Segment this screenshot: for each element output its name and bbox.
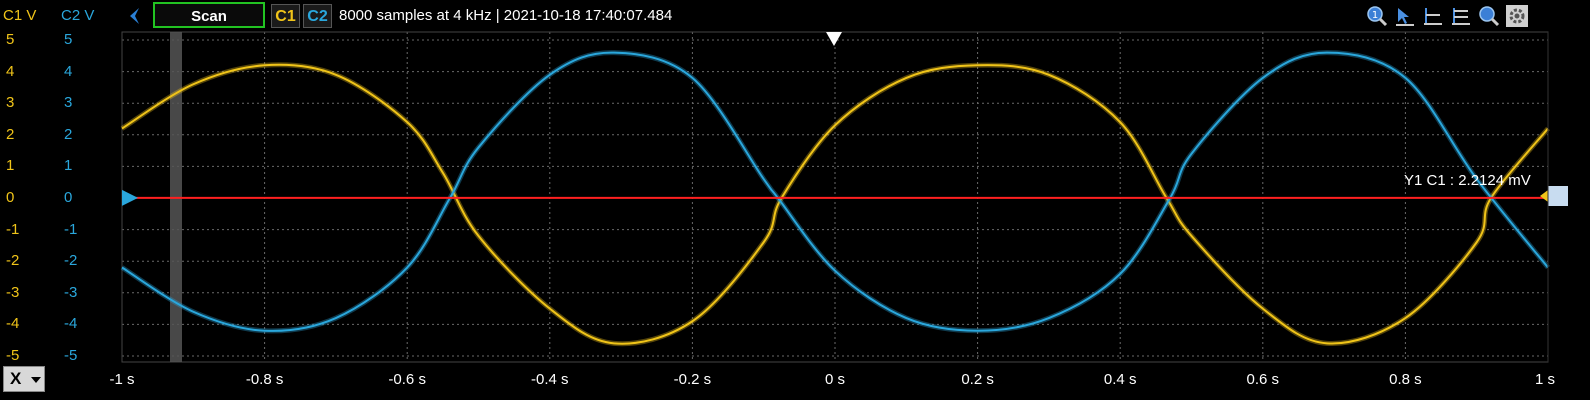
c1-y-tick-label: 4: [6, 62, 15, 80]
c2-y-tick-label: 2: [64, 125, 73, 143]
scan-button[interactable]: Scan: [153, 2, 265, 28]
zoom-reset-icon[interactable]: 1: [1366, 5, 1388, 27]
c2-y-tick-label: 0: [64, 189, 73, 206]
c1-y-tick-label: 0: [6, 189, 15, 206]
c1-y-tick-label: -2: [6, 252, 20, 270]
x-tick-label: 0.8 s: [1389, 371, 1422, 388]
c2-y-tick-label: -2: [64, 252, 78, 270]
cursor-handle-right[interactable]: [1548, 186, 1568, 206]
c2-y-tick-label: 3: [64, 94, 73, 112]
c2-y-tick-label: -1: [64, 220, 78, 238]
x-tick-label: -0.4 s: [531, 371, 569, 388]
c2-y-tick-label: -5: [64, 347, 78, 364]
c1-y-tick-label: -1: [6, 220, 20, 238]
series-c1-line[interactable]: [121, 63, 1549, 345]
x-axis-selector[interactable]: X: [3, 366, 45, 392]
c1-y-tick-label: 3: [6, 94, 15, 112]
c1-y-tick-label: -5: [6, 347, 20, 364]
series-c1-glow: [120, 62, 1550, 347]
x-tick-label: 0.2 s: [961, 371, 994, 388]
c1-y-tick-label: -3: [6, 283, 20, 301]
trigger-marker[interactable]: [826, 32, 842, 46]
x-tick-label: 0.4 s: [1103, 371, 1137, 388]
x-tick-label: -0.6 s: [388, 371, 426, 388]
c1-y-tick-label: 2: [6, 125, 15, 143]
cursor-arrow-icon[interactable]: [1394, 5, 1416, 27]
settings-gear-icon[interactable]: [1506, 5, 1584, 27]
c1-axis-unit-label: C1 V: [3, 7, 37, 24]
multi-cursor-icon[interactable]: [1450, 5, 1472, 27]
series-layer: [120, 50, 1550, 347]
channel-c1-chip[interactable]: C1: [271, 4, 300, 28]
x-tick-label: -0.2 s: [673, 371, 712, 388]
y1-cursor-readout: Y1 C1 : 2.2124 mV: [1404, 172, 1531, 189]
zoom-icon[interactable]: [1478, 5, 1500, 27]
svg-text:1: 1: [1372, 10, 1378, 21]
series-c2-glow: [120, 50, 1550, 334]
x-tick-label: 0.6 s: [1246, 371, 1280, 388]
c2-y-tick-label: 4: [64, 62, 73, 80]
c2-zero-marker[interactable]: [122, 189, 138, 206]
x-tick-label: -1 s: [109, 371, 135, 388]
series-c2-line[interactable]: [121, 51, 1549, 332]
channel-c2-chip[interactable]: C2: [303, 4, 332, 28]
back-arrow-icon[interactable]: [126, 6, 142, 26]
c2-y-tick-label: 5: [64, 31, 73, 48]
x-axis-selector-label: X: [10, 369, 22, 388]
c2-axis-unit-label: C2 V: [61, 7, 95, 24]
c1-y-tick-label: -4: [6, 315, 20, 333]
x-tick-label: 0 s: [824, 371, 846, 388]
c1-y-tick-label: 5: [6, 31, 15, 48]
c2-y-tick-label: 1: [64, 157, 73, 175]
acquisition-info: 8000 samples at 4 kHz | 2021-10-18 17:40…: [339, 7, 673, 24]
c2-y-tick-label: -4: [64, 315, 78, 333]
horizontal-cursor-icon[interactable]: [1422, 5, 1444, 27]
c2-y-tick-label: -3: [64, 283, 78, 301]
chevron-down-icon: [31, 377, 41, 383]
c1-y-tick-label: 1: [6, 157, 15, 175]
x-tick-label: -0.8 s: [245, 371, 284, 388]
c1-zero-marker[interactable]: [1540, 190, 1548, 202]
x-tick-label: 1 s: [1534, 371, 1556, 388]
